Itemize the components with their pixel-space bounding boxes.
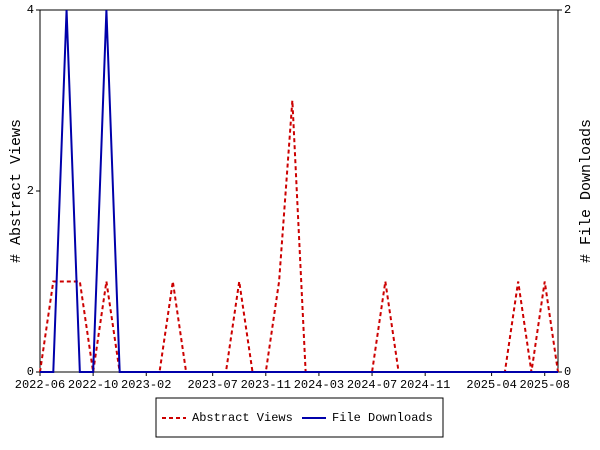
legend-box	[155, 397, 444, 438]
x-tick-label: 2024-07	[347, 378, 397, 392]
x-tick-label: 2025-04	[466, 378, 516, 392]
x-tick-label: 2023-11	[241, 378, 291, 392]
x-tick-label: 2023-02	[121, 378, 171, 392]
y-tick-label: 4	[27, 3, 34, 17]
y-tick-label: 0	[27, 365, 34, 379]
x-tick-label: 2023-07	[187, 378, 237, 392]
x-tick-label: 2022-06	[15, 378, 65, 392]
series-line	[40, 9, 558, 373]
y-tick-label: 2	[27, 184, 34, 198]
x-tick-label: 2024-11	[400, 378, 450, 392]
y2-tick-label: 0	[564, 365, 571, 379]
y-axis-title: # Abstract Views	[8, 119, 25, 263]
y2-axis-title: # File Downloads	[578, 119, 595, 263]
x-tick-label: 2025-08	[520, 378, 570, 392]
x-tick-label: 2024-03	[294, 378, 344, 392]
legend-label: Abstract Views	[192, 411, 293, 425]
y2-tick-label: 2	[564, 3, 571, 17]
legend-label: File Downloads	[332, 411, 433, 425]
x-tick-label: 2022-10	[68, 378, 118, 392]
